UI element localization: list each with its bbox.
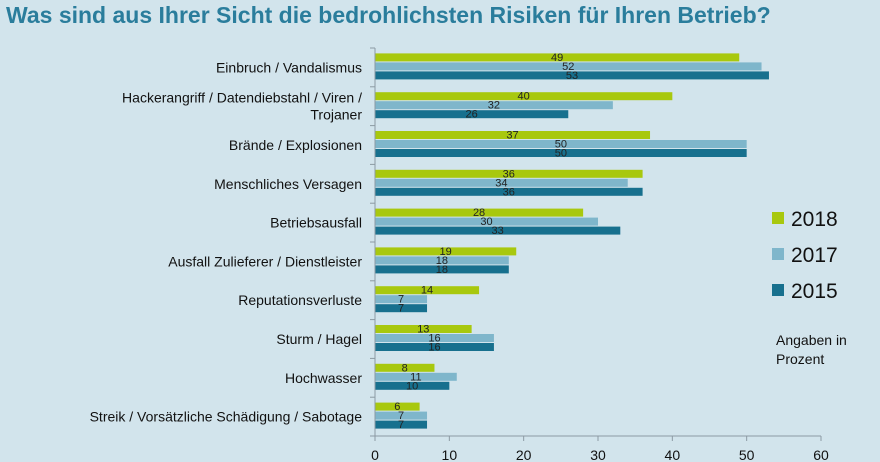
category-label: Ausfall Zulieferer / Dienstleister [168,253,362,269]
value-label: 32 [488,100,500,112]
bar-2018 [375,53,740,62]
bar-2018 [375,247,517,256]
category-label: Menschliches Versagen [214,176,362,192]
value-label: 18 [436,264,448,276]
value-label: 7 [398,294,404,306]
bar-2015 [375,304,428,313]
bar-2018 [375,286,480,295]
legend-label-2015: 2015 [791,280,838,303]
value-label: 33 [492,225,504,237]
bar-2018 [375,92,673,101]
bar-2015 [375,343,494,351]
value-label: 18 [436,255,448,267]
bar-2015 [375,187,643,196]
bar-2018 [375,131,651,139]
bar-2015 [375,420,428,429]
category-label: Sturm / Hagel [276,331,362,347]
bar-2018 [375,325,472,333]
x-tick-label: 10 [442,447,458,462]
value-label: 7 [398,419,404,431]
value-label: 14 [421,285,433,297]
value-label: 28 [473,207,485,219]
category-label: Brände / Explosionen [229,137,362,153]
value-label: 6 [394,401,400,413]
category-label: Streik / Vorsätzliche Schädigung / Sabot… [90,409,363,425]
value-label: 50 [555,139,567,151]
category-label: Einbruch / Vandalismus [216,59,362,75]
value-label: 53 [566,70,578,82]
x-tick-label: 40 [665,447,681,462]
x-tick-label: 60 [813,447,829,462]
value-label: 49 [551,52,563,64]
bar-2015 [375,110,569,119]
legend-label-2017: 2017 [791,244,838,267]
category-label: Hochwasser [285,370,362,386]
legend-swatch-2015 [772,284,784,296]
value-label: 36 [503,168,515,180]
x-tick-label: 30 [590,447,606,462]
bar-2015 [375,226,621,235]
units-note: Angaben in Prozent [776,332,847,367]
value-label: 11 [410,371,421,383]
category-label: Reputationsverluste [238,292,362,308]
value-label: 37 [506,130,518,142]
legend-swatch-2017 [772,248,784,260]
x-tick-label: 0 [371,447,379,462]
value-label: 40 [518,91,530,103]
bar-2017 [375,256,509,265]
bar-2017 [375,217,598,226]
value-label: 7 [398,410,404,422]
value-label: 19 [439,246,451,258]
value-label: 26 [466,109,478,121]
category-label: Hackerangriff / Datendiebstahl / Viren /… [122,90,362,123]
value-label: 8 [402,362,408,374]
value-label: 52 [562,61,574,73]
value-label: 10 [406,380,418,392]
legend-label-2018: 2018 [791,208,838,231]
chart-title: Was sind aus Ihrer Sicht die bedrohlichs… [6,2,771,28]
bar-2018 [375,169,643,178]
bar-2017 [375,411,428,420]
bar-2015 [375,71,769,80]
bar-2015 [375,381,450,390]
bar-2017 [375,295,428,304]
bar-2018 [375,363,435,372]
x-tick-label: 50 [739,447,755,462]
x-tick-label: 20 [516,447,532,462]
value-label: 7 [398,303,404,315]
value-label: 16 [428,333,440,345]
value-label: 13 [417,324,429,336]
value-label: 30 [480,216,492,228]
bar-2015 [375,149,747,157]
bar-2018 [375,402,420,411]
value-label: 50 [555,148,567,160]
value-label: 16 [428,342,440,354]
category-label: Betriebsausfall [270,215,362,231]
bar-2015 [375,265,509,274]
value-label: 34 [495,177,507,189]
bar-2017 [375,334,494,342]
bar-2017 [375,372,457,381]
bar-2017 [375,62,762,71]
bar-2017 [375,140,747,148]
legend-swatch-2018 [772,212,784,224]
bar-2018 [375,208,584,217]
bar-2017 [375,101,613,110]
value-label: 36 [503,186,515,198]
bar-2017 [375,178,628,187]
